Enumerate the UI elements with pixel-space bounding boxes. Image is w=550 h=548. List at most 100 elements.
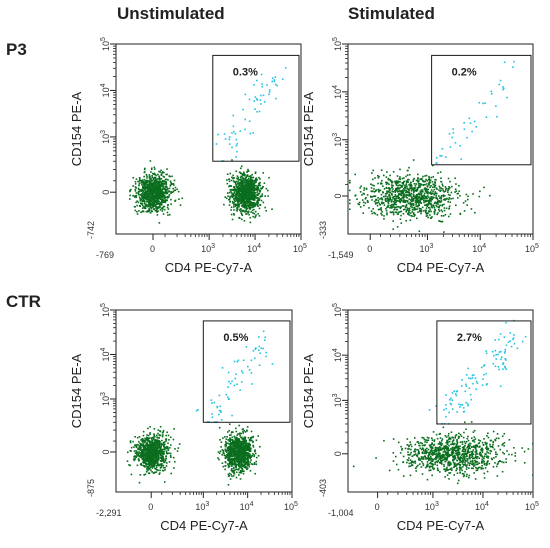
population-point-0 [386, 212, 388, 214]
population-point-0 [397, 184, 399, 187]
population-point-0 [349, 202, 351, 205]
population-point-0 [154, 173, 157, 176]
population-point-0 [420, 209, 423, 212]
population-point-0 [153, 439, 156, 442]
population-point-0 [149, 187, 152, 189]
population-point-0 [142, 199, 144, 202]
population-point-0 [141, 438, 144, 440]
population-point-0 [145, 182, 148, 185]
population-point-1 [230, 209, 232, 211]
population-point-1 [238, 216, 240, 219]
population-point-1 [239, 194, 242, 196]
gated-point [260, 103, 262, 105]
population-point-0 [392, 211, 395, 214]
population-point-0 [413, 189, 415, 192]
population-point-0 [165, 440, 167, 442]
population-point-1 [256, 185, 259, 188]
population-point-0 [408, 191, 411, 194]
population-point-1 [242, 442, 244, 445]
population-point-0 [358, 203, 361, 206]
population-point-1 [245, 196, 248, 199]
population-point-0 [380, 209, 383, 211]
population-point-0 [389, 180, 392, 182]
population-point-1 [241, 188, 244, 190]
population-point-0 [159, 196, 161, 198]
population-point-0 [155, 466, 158, 469]
population-point-1 [243, 453, 245, 455]
population-point-1 [221, 449, 224, 451]
population-point-1 [253, 193, 256, 195]
population-point-0 [156, 464, 158, 467]
population-point-0 [153, 452, 156, 454]
population-point-0 [391, 211, 394, 213]
population-point-1 [247, 199, 249, 201]
population-point-0 [167, 196, 169, 198]
population-point-0 [390, 184, 393, 186]
population-point-0 [138, 481, 141, 484]
population-point-0 [458, 190, 461, 193]
population-point-1 [246, 458, 249, 460]
population-point-0 [141, 196, 144, 198]
population-point-0 [140, 455, 143, 457]
population-point-0 [149, 184, 151, 187]
population-point-1 [228, 450, 231, 453]
population-point-0 [396, 189, 398, 192]
population-point-1 [235, 454, 238, 457]
population-point-1 [253, 212, 256, 215]
population-point-0 [151, 459, 153, 462]
population-point-0 [138, 452, 140, 455]
population-point-1 [232, 180, 235, 182]
population-point-1 [227, 195, 229, 198]
population-point-0 [402, 182, 405, 185]
gated-point [490, 93, 493, 95]
population-point-0 [164, 185, 167, 188]
population-point-1 [234, 188, 236, 190]
population-point-1 [240, 195, 243, 198]
population-point-0 [159, 453, 161, 455]
population-point-0 [405, 196, 407, 198]
population-point-1 [223, 454, 226, 457]
population-point-0 [442, 188, 444, 190]
population-point-0 [159, 467, 162, 469]
population-point-1 [240, 447, 242, 449]
population-point-1 [223, 203, 225, 206]
population-point-1 [253, 190, 255, 193]
population-point-1 [237, 180, 240, 182]
population-point-0 [401, 189, 403, 192]
population-point-0 [435, 202, 438, 205]
population-point-0 [407, 191, 409, 193]
population-point-1 [271, 208, 273, 211]
gated-point [460, 158, 463, 161]
population-point-1 [240, 461, 243, 464]
population-point-0 [373, 184, 375, 187]
population-point-1 [254, 452, 257, 455]
population-point-0 [419, 185, 422, 187]
population-point-0 [391, 206, 393, 209]
population-point-0 [438, 208, 440, 211]
population-point-1 [237, 204, 239, 206]
gated-point [248, 98, 251, 101]
y-tick-label: 105 [100, 37, 111, 51]
population-point-0 [467, 195, 469, 198]
gated-point [233, 130, 235, 133]
population-point-0 [384, 199, 387, 201]
population-point-0 [153, 433, 155, 435]
population-point-1 [233, 470, 235, 473]
population-point-0 [415, 217, 418, 220]
population-point-1 [223, 452, 225, 455]
population-point-0 [151, 465, 154, 468]
population-point-0 [377, 208, 380, 211]
population-point-0 [157, 207, 160, 209]
population-point-0 [386, 213, 388, 216]
population-point-0 [142, 465, 145, 467]
population-point-1 [237, 451, 240, 454]
population-point-0 [421, 198, 424, 201]
population-point-1 [235, 466, 237, 469]
population-point-1 [260, 195, 263, 197]
population-point-0 [136, 210, 138, 213]
population-point-1 [255, 187, 258, 190]
population-point-0 [170, 190, 172, 193]
population-point-0 [400, 222, 403, 224]
population-point-1 [245, 180, 248, 183]
